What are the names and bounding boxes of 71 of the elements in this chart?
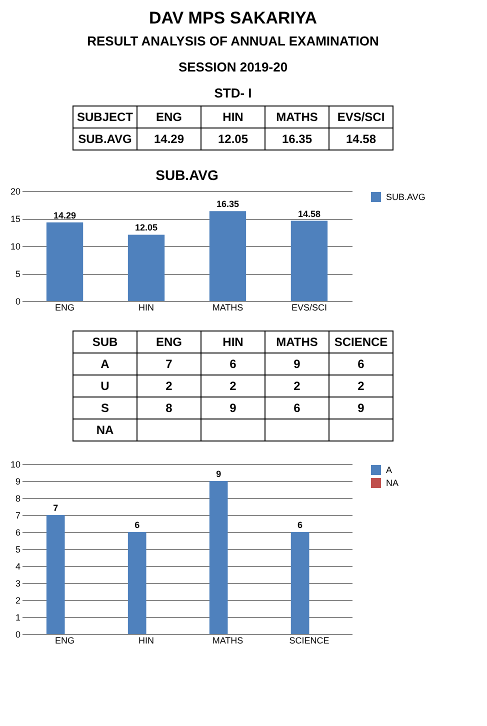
data-label: 9 bbox=[216, 469, 222, 479]
x-tick-label: EVS/SCI bbox=[291, 302, 327, 312]
data-label: 6 bbox=[358, 357, 365, 371]
data-label: 6 bbox=[298, 520, 303, 530]
y-axis-title: SUB bbox=[92, 335, 118, 349]
y-tick-label: 1 bbox=[15, 612, 20, 622]
data-label: 12.05 bbox=[218, 132, 248, 146]
x-tick-label: ENG bbox=[156, 110, 182, 124]
chart-subtitle: RESULT ANALYSIS OF ANNUAL EXAMINATION bbox=[87, 34, 379, 48]
y-tick-label: 15 bbox=[10, 214, 20, 224]
data-label: 9 bbox=[358, 401, 365, 415]
data-label: 16.35 bbox=[282, 132, 312, 146]
data-label: 2 bbox=[358, 379, 365, 393]
y-tick-label: U bbox=[100, 379, 110, 393]
x-tick-label: HIN bbox=[138, 302, 154, 312]
data-label: 6 bbox=[230, 357, 237, 371]
chart-title: DAV MPS SAKARIYA bbox=[148, 8, 318, 28]
y-tick-label: 8 bbox=[15, 494, 20, 504]
y-tick-label: 0 bbox=[15, 630, 20, 640]
legend-label: NA bbox=[386, 478, 399, 488]
y-tick-label: 5 bbox=[15, 269, 20, 279]
x-tick-label: SCIENCE bbox=[334, 335, 388, 349]
y-tick-label: S bbox=[100, 401, 110, 415]
data-label: 2 bbox=[230, 379, 237, 393]
data-label: 2 bbox=[294, 379, 301, 393]
data-label: 2 bbox=[166, 379, 173, 393]
data-label: 6 bbox=[134, 520, 140, 530]
data-label: 6 bbox=[294, 401, 301, 415]
legend-label: SUB.AVG bbox=[386, 192, 426, 202]
y-tick-label: 10 bbox=[10, 460, 20, 470]
y-tick-label: 20 bbox=[10, 186, 20, 196]
x-tick-label: HIN bbox=[222, 110, 244, 124]
data-label: 12.05 bbox=[134, 222, 158, 233]
legend-label: A bbox=[386, 465, 392, 475]
y-tick-label: 10 bbox=[10, 242, 20, 252]
y-tick-label: 5 bbox=[15, 544, 20, 554]
x-tick-label: HIN bbox=[138, 636, 154, 646]
y-tick-label: 6 bbox=[15, 528, 20, 538]
y-tick-label: A bbox=[100, 357, 110, 371]
x-tick-label: EVS/SCI bbox=[337, 110, 385, 124]
text: SESSION 2019-20 bbox=[178, 60, 288, 74]
x-tick-label: ENG bbox=[55, 302, 75, 312]
data-label: 9 bbox=[294, 357, 301, 371]
data-label: 7 bbox=[166, 357, 173, 371]
data-label: 14.29 bbox=[54, 210, 76, 220]
x-tick-label: MATHS bbox=[212, 302, 244, 312]
x-tick-label: SCIENCE bbox=[289, 636, 330, 646]
y-tick-label: 4 bbox=[15, 562, 20, 572]
x-tick-label: MATHS bbox=[276, 335, 318, 349]
data-label: 7 bbox=[53, 503, 58, 513]
x-tick-label: MATHS bbox=[276, 110, 318, 124]
y-tick-label: 9 bbox=[15, 476, 20, 486]
y-tick-label: 3 bbox=[15, 578, 20, 588]
x-tick-label: HIN bbox=[222, 335, 244, 349]
y-tick-label: NA bbox=[96, 423, 114, 437]
y-tick-label: SUB.AVG bbox=[78, 132, 132, 146]
data-label: 14.29 bbox=[154, 132, 184, 146]
y-tick-label: 7 bbox=[15, 510, 20, 520]
y-axis-title: SUBJECT bbox=[76, 110, 134, 124]
y-tick-label: 0 bbox=[15, 296, 20, 306]
x-tick-label: ENG bbox=[55, 636, 75, 646]
data-label: 9 bbox=[230, 401, 237, 415]
chart-title: SUB.AVG bbox=[156, 167, 218, 183]
y-tick-label: 2 bbox=[15, 596, 20, 606]
data-label: 8 bbox=[166, 401, 173, 415]
data-label: 14.58 bbox=[346, 132, 376, 146]
text: STD- I bbox=[214, 86, 252, 100]
data-label: 14.58 bbox=[298, 208, 320, 219]
x-tick-label: MATHS bbox=[212, 636, 244, 646]
data-label: 16.35 bbox=[216, 199, 240, 210]
x-tick-label: ENG bbox=[156, 335, 182, 349]
